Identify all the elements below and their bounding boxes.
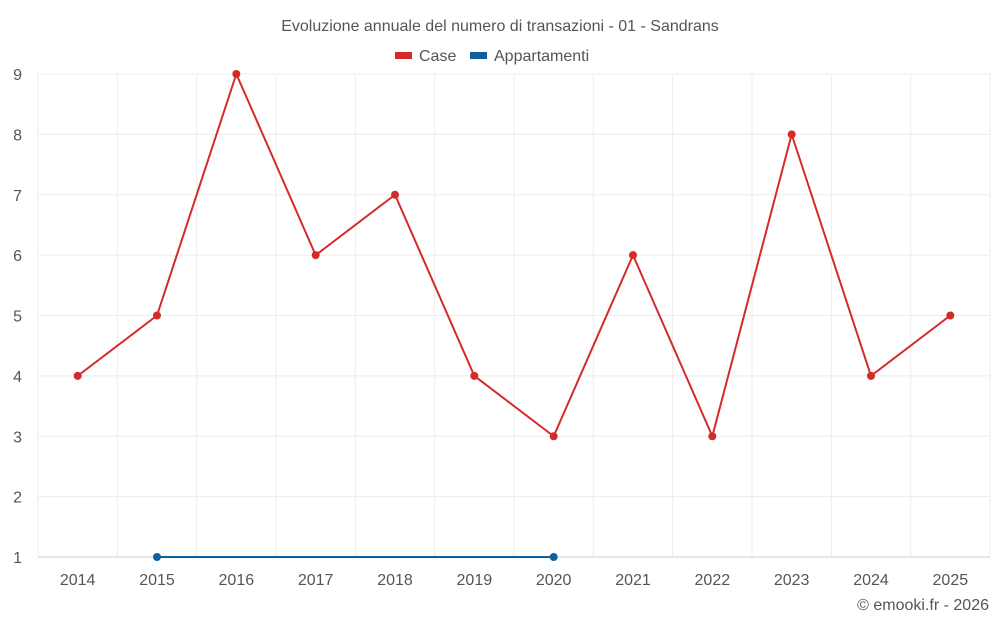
legend-item-appartamenti[interactable]: Appartamenti — [470, 48, 589, 65]
y-tick-label: 4 — [13, 369, 22, 386]
data-point-appartamenti[interactable] — [549, 553, 558, 561]
data-point-case[interactable] — [708, 432, 717, 441]
y-tick-label: 8 — [13, 127, 22, 144]
y-tick-label: 7 — [13, 188, 22, 205]
legend-swatch-appartamenti — [470, 52, 487, 59]
y-tick-label: 2 — [13, 490, 22, 507]
x-tick-label: 2018 — [377, 572, 413, 589]
legend-label-appartamenti: Appartamenti — [494, 48, 589, 65]
x-tick-label: 2021 — [615, 572, 651, 589]
series-line-case — [77, 73, 951, 438]
y-tick-label: 9 — [13, 67, 22, 84]
x-tick-label: 2024 — [853, 572, 889, 589]
data-point-case[interactable] — [311, 251, 320, 260]
data-point-case[interactable] — [549, 432, 558, 441]
data-point-case[interactable] — [787, 130, 796, 139]
data-point-case[interactable] — [73, 371, 82, 380]
legend: Case Appartamenti — [395, 48, 589, 65]
grid — [37, 73, 991, 557]
x-tick-label: 2019 — [457, 572, 493, 589]
x-tick-label: 2017 — [298, 572, 334, 589]
x-tick-label: 2025 — [933, 572, 969, 589]
chart-title: Evoluzione annuale del numero di transaz… — [281, 18, 719, 35]
data-point-case[interactable] — [629, 251, 637, 260]
y-tick-label: 1 — [13, 550, 22, 567]
x-tick-label: 2023 — [774, 572, 810, 589]
data-point-case[interactable] — [391, 190, 399, 199]
x-tick-label: 2015 — [139, 572, 175, 589]
data-point-appartamenti[interactable] — [153, 553, 161, 561]
data-point-case[interactable] — [232, 70, 241, 78]
legend-label-case: Case — [419, 48, 456, 65]
y-tick-label: 6 — [13, 248, 22, 265]
x-tick-label: 2016 — [219, 572, 255, 589]
data-point-case[interactable] — [946, 311, 955, 320]
axes: 1 2 3 4 5 6 7 8 9 2014 2015 2016 2017 2018 2019 2020 202… — [13, 67, 990, 589]
x-tick-label: 2022 — [695, 572, 731, 589]
y-tick-label: 3 — [13, 429, 22, 446]
series — [73, 70, 955, 561]
data-point-case[interactable] — [470, 371, 479, 380]
legend-swatch-case — [395, 52, 412, 59]
x-tick-label: 2020 — [536, 572, 572, 589]
legend-item-case[interactable]: Case — [395, 48, 456, 65]
data-point-case[interactable] — [867, 371, 875, 380]
y-tick-label: 5 — [13, 309, 22, 326]
credit: © emooki.fr - 2026 — [857, 597, 989, 614]
x-tick-label: 2014 — [60, 572, 96, 589]
data-point-case[interactable] — [153, 311, 161, 320]
